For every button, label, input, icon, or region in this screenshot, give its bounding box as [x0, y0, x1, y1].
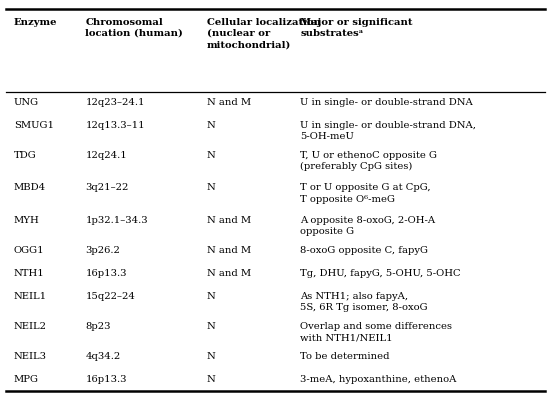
Text: 3q21–22: 3q21–22: [85, 183, 129, 193]
Text: N: N: [207, 183, 215, 193]
Text: N: N: [207, 292, 215, 301]
Text: N and M: N and M: [207, 269, 251, 278]
Text: 3p26.2: 3p26.2: [85, 246, 120, 255]
Text: 8p23: 8p23: [85, 322, 111, 331]
Text: NEIL1: NEIL1: [14, 292, 47, 301]
Text: 12q13.3–11: 12q13.3–11: [85, 121, 145, 130]
Text: 1p32.1–34.3: 1p32.1–34.3: [85, 216, 148, 225]
Text: NEIL2: NEIL2: [14, 322, 47, 331]
Text: N and M: N and M: [207, 98, 251, 107]
Text: OGG1: OGG1: [14, 246, 45, 255]
Text: U in single- or double-strand DNA,
5-OH-meU: U in single- or double-strand DNA, 5-OH-…: [300, 121, 476, 141]
Text: Enzyme: Enzyme: [14, 18, 57, 27]
Text: N and M: N and M: [207, 216, 251, 225]
Text: Chromosomal
location (human): Chromosomal location (human): [85, 18, 183, 38]
Text: N: N: [207, 322, 215, 331]
Text: MPG: MPG: [14, 375, 39, 384]
Text: T, U or ethenoC opposite G
(preferably CpG sites): T, U or ethenoC opposite G (preferably C…: [300, 151, 437, 171]
Text: A opposite 8-oxoG, 2-OH-A
opposite G: A opposite 8-oxoG, 2-OH-A opposite G: [300, 216, 435, 236]
Text: N: N: [207, 121, 215, 130]
Text: 15q22–24: 15q22–24: [85, 292, 136, 301]
Text: 3-meA, hypoxanthine, ethenoA: 3-meA, hypoxanthine, ethenoA: [300, 375, 457, 384]
Text: U in single- or double-strand DNA: U in single- or double-strand DNA: [300, 98, 473, 107]
Text: N: N: [207, 151, 215, 160]
Text: 8-oxoG opposite C, fapyG: 8-oxoG opposite C, fapyG: [300, 246, 428, 255]
Text: N: N: [207, 352, 215, 361]
Text: 12q24.1: 12q24.1: [85, 151, 127, 160]
Text: 16p13.3: 16p13.3: [85, 375, 127, 384]
Text: As NTH1; also fapyA,
5S, 6R Tg isomer, 8-oxoG: As NTH1; also fapyA, 5S, 6R Tg isomer, 8…: [300, 292, 428, 312]
Text: N: N: [207, 375, 215, 384]
Text: MYH: MYH: [14, 216, 40, 225]
Text: To be determined: To be determined: [300, 352, 390, 361]
Text: N and M: N and M: [207, 246, 251, 255]
Text: Overlap and some differences
with NTH1/NEIL1: Overlap and some differences with NTH1/N…: [300, 322, 452, 342]
Text: T or U opposite G at CpG,
T opposite O⁶-meG: T or U opposite G at CpG, T opposite O⁶-…: [300, 183, 431, 204]
Text: TDG: TDG: [14, 151, 36, 160]
Text: UNG: UNG: [14, 98, 39, 107]
Text: MBD4: MBD4: [14, 183, 46, 193]
Text: NEIL3: NEIL3: [14, 352, 47, 361]
Text: SMUG1: SMUG1: [14, 121, 54, 130]
Text: NTH1: NTH1: [14, 269, 45, 278]
Text: Major or significant
substratesᵃ: Major or significant substratesᵃ: [300, 18, 413, 38]
Text: 16p13.3: 16p13.3: [85, 269, 127, 278]
Text: Tg, DHU, fapyG, 5-OHU, 5-OHC: Tg, DHU, fapyG, 5-OHU, 5-OHC: [300, 269, 461, 278]
Text: 4q34.2: 4q34.2: [85, 352, 121, 361]
Text: 12q23–24.1: 12q23–24.1: [85, 98, 145, 107]
Text: Cellular localization
(nuclear or
mitochondrial): Cellular localization (nuclear or mitoch…: [207, 18, 321, 49]
